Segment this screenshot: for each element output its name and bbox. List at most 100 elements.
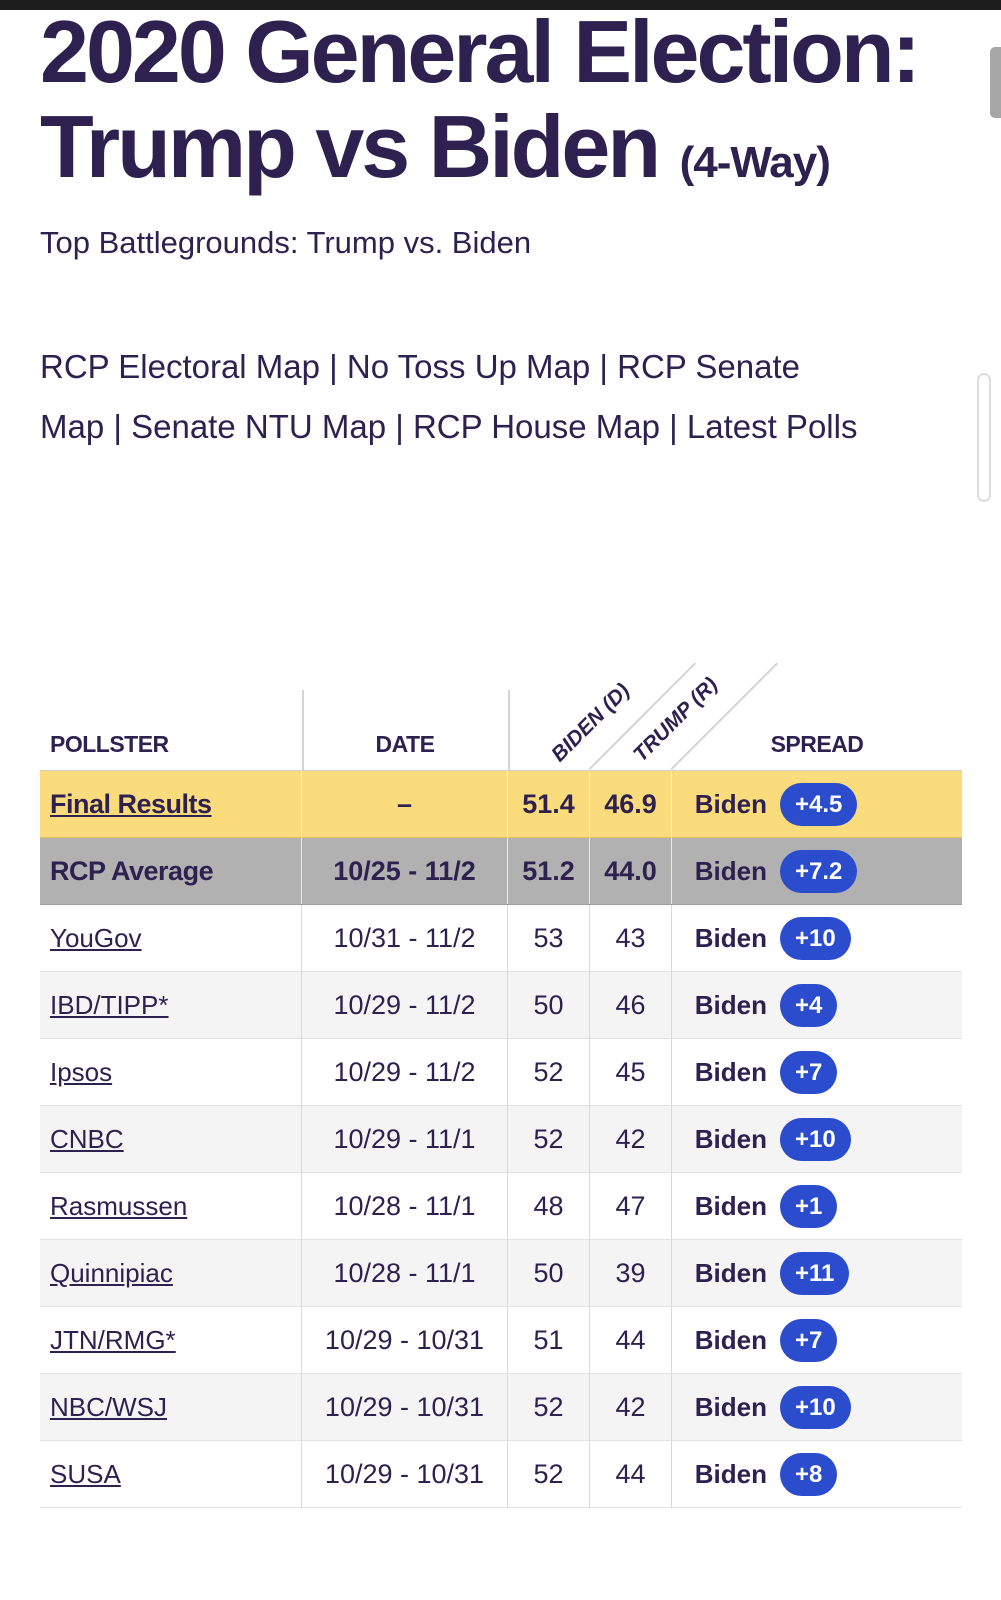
trump-value-cell: 42 [590, 1374, 672, 1440]
trump-value-cell: 44 [590, 1307, 672, 1373]
column-header-spread: SPREAD [770, 731, 864, 757]
page-title-main: 2020 General Election: Trump vs Biden [40, 2, 921, 196]
inner-scroll-indicator[interactable] [977, 373, 991, 502]
spread-cell: Biden +7 [672, 1039, 962, 1105]
table-row: CNBC 10/29 - 11/1 52 42 Biden +10 [40, 1106, 962, 1173]
main-content: 2020 General Election: Trump vs Biden (4… [40, 4, 962, 1508]
spread-badge: +8 [780, 1452, 838, 1496]
biden-value-cell: 52 [508, 1441, 590, 1507]
spread-leader: Biden [694, 788, 767, 819]
biden-value-cell: 51 [508, 1307, 590, 1373]
trump-value-cell: 42 [590, 1106, 672, 1172]
trump-value-cell: 44 [590, 1441, 672, 1507]
column-header-pollster: POLLSTER [50, 731, 169, 757]
spread-badge: +10 [780, 1385, 851, 1429]
polls-table: POLLSTER DATE BIDEN (D) TRUMP (R) SPREAD… [40, 604, 962, 1508]
date-cell: 10/29 - 11/1 [302, 1106, 508, 1172]
trump-value-cell: 47 [590, 1173, 672, 1239]
pollster-link[interactable]: RCP Average [50, 855, 214, 886]
trump-value-cell: 45 [590, 1039, 672, 1105]
spread-cell: Biden +7.2 [672, 838, 962, 904]
biden-value-cell: 51.2 [508, 838, 590, 904]
trump-value-cell: 43 [590, 905, 672, 971]
page-subtitle: Top Battlegrounds: Trump vs. Biden [40, 225, 532, 260]
spread-leader: Biden [694, 922, 767, 953]
table-row: JTN/RMG* 10/29 - 10/31 51 44 Biden +7 [40, 1307, 962, 1374]
biden-value-cell: 52 [508, 1374, 590, 1440]
biden-value-cell: 52 [508, 1039, 590, 1105]
spread-cell: Biden +1 [672, 1173, 962, 1239]
spread-leader: Biden [694, 855, 767, 886]
biden-value-cell: 48 [508, 1173, 590, 1239]
spread-badge: +7.2 [780, 849, 858, 893]
table-row: IBD/TIPP* 10/29 - 11/2 50 46 Biden +4 [40, 972, 962, 1039]
spread-badge: +7 [780, 1318, 838, 1362]
spread-cell: Biden +11 [672, 1240, 962, 1306]
page-scrollbar-thumb[interactable] [990, 47, 1001, 118]
spread-cell: Biden +4.5 [672, 771, 962, 837]
spread-cell: Biden +10 [672, 1374, 962, 1440]
spread-cell: Biden +4 [672, 972, 962, 1038]
spread-badge: +10 [780, 916, 851, 960]
header-divider [508, 690, 510, 770]
date-cell: 10/31 - 11/2 [302, 905, 508, 971]
spread-leader: Biden [694, 1391, 767, 1422]
pollster-link[interactable]: Ipsos [50, 1056, 113, 1087]
spread-leader: Biden [694, 1056, 767, 1087]
biden-value-cell: 52 [508, 1106, 590, 1172]
table-row: YouGov 10/31 - 11/2 53 43 Biden +10 [40, 905, 962, 972]
biden-value-cell: 53 [508, 905, 590, 971]
table-row: Quinnipiac 10/28 - 11/1 50 39 Biden +11 [40, 1240, 962, 1307]
page-title: 2020 General Election: Trump vs Biden (4… [40, 4, 962, 210]
spread-leader: Biden [694, 1190, 767, 1221]
nav-links-line1[interactable]: RCP Electoral Map | No Toss Up Map | RCP… [40, 348, 800, 385]
date-cell: 10/29 - 10/31 [302, 1441, 508, 1507]
spread-leader: Biden [694, 1123, 767, 1154]
spread-badge: +4.5 [780, 782, 858, 826]
pollster-link[interactable]: YouGov [50, 922, 142, 953]
date-cell: 10/28 - 11/1 [302, 1240, 508, 1306]
date-cell: 10/25 - 11/2 [302, 838, 508, 904]
date-cell: 10/29 - 11/2 [302, 1039, 508, 1105]
biden-value-cell: 51.4 [508, 771, 590, 837]
spread-cell: Biden +10 [672, 1106, 962, 1172]
pollster-link[interactable]: Rasmussen [50, 1190, 188, 1221]
spread-badge: +1 [780, 1184, 838, 1228]
column-header-date: DATE [375, 731, 435, 757]
table-row: Ipsos 10/29 - 11/2 52 45 Biden +7 [40, 1039, 962, 1106]
spread-cell: Biden +8 [672, 1441, 962, 1507]
table-row: Rasmussen 10/28 - 11/1 48 47 Biden +1 [40, 1173, 962, 1240]
polls-table-body: Final Results – 51.4 46.9 Biden +4.5 RCP… [40, 770, 962, 1508]
page-title-suffix: (4-Way) [679, 138, 831, 187]
trump-value-cell: 44.0 [590, 838, 672, 904]
pollster-link[interactable]: CNBC [50, 1123, 124, 1154]
pollster-link[interactable]: Final Results [50, 788, 212, 819]
pollster-link[interactable]: IBD/TIPP* [50, 989, 169, 1020]
pollster-link[interactable]: NBC/WSJ [50, 1391, 167, 1422]
table-row: SUSA 10/29 - 10/31 52 44 Biden +8 [40, 1441, 962, 1508]
spread-cell: Biden +10 [672, 905, 962, 971]
biden-value-cell: 50 [508, 1240, 590, 1306]
table-row: Final Results – 51.4 46.9 Biden +4.5 [40, 771, 962, 838]
spread-leader: Biden [694, 1257, 767, 1288]
trump-value-cell: 46.9 [590, 771, 672, 837]
pollster-link[interactable]: JTN/RMG* [50, 1324, 176, 1355]
nav-links[interactable]: RCP Electoral Map | No Toss Up Map | RCP… [40, 337, 962, 457]
date-cell: 10/28 - 11/1 [302, 1173, 508, 1239]
spread-cell: Biden +7 [672, 1307, 962, 1373]
trump-value-cell: 46 [590, 972, 672, 1038]
date-cell: 10/29 - 10/31 [302, 1307, 508, 1373]
spread-badge: +7 [780, 1050, 838, 1094]
biden-value-cell: 50 [508, 972, 590, 1038]
spread-leader: Biden [694, 1324, 767, 1355]
nav-links-line2[interactable]: Map | Senate NTU Map | RCP House Map | L… [40, 408, 858, 445]
pollster-link[interactable]: Quinnipiac [50, 1257, 173, 1288]
spread-badge: +11 [780, 1251, 850, 1295]
spread-badge: +4 [780, 983, 838, 1027]
trump-value-cell: 39 [590, 1240, 672, 1306]
spread-badge: +10 [780, 1117, 851, 1161]
pollster-link[interactable]: SUSA [50, 1458, 121, 1489]
date-cell: – [302, 771, 508, 837]
header-divider [302, 690, 304, 770]
table-row: NBC/WSJ 10/29 - 10/31 52 42 Biden +10 [40, 1374, 962, 1441]
